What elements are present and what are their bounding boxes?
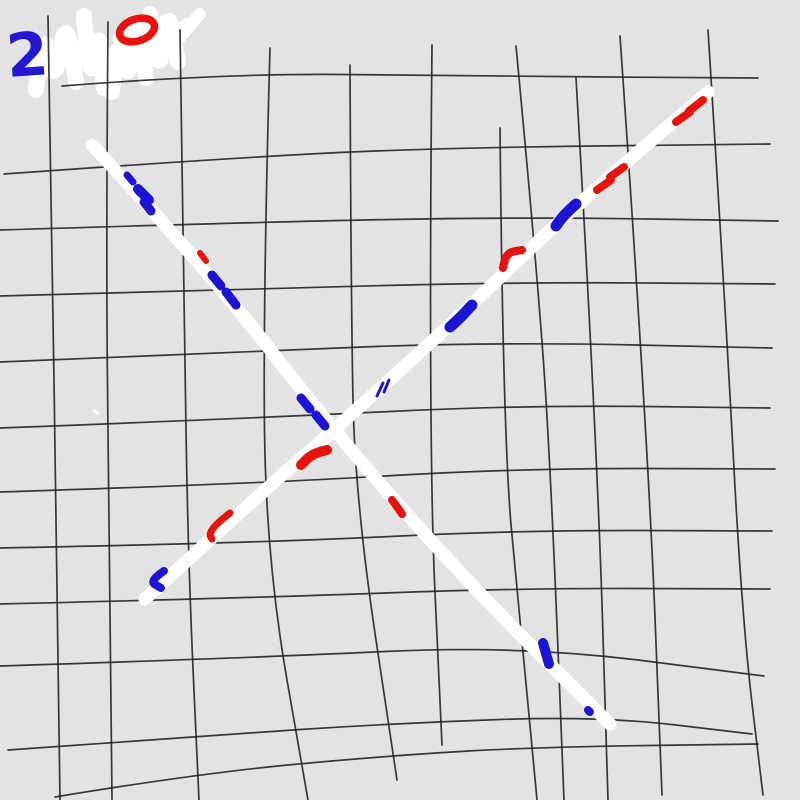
grid-horizontal-line	[61, 73, 759, 87]
grid-horizontal-line	[0, 529, 773, 549]
blue-dash-mark	[123, 171, 137, 186]
grid-vertical-line	[179, 29, 200, 800]
blue-dash-mark	[444, 299, 478, 333]
blue-dash-mark	[382, 378, 391, 394]
blue-dash-mark	[139, 197, 156, 216]
grid-horizontal-line	[0, 342, 773, 363]
zero-doodle	[115, 14, 159, 46]
red-dash-mark	[499, 246, 526, 272]
blue-dash-mark	[296, 393, 315, 414]
grid-vertical-line	[263, 47, 309, 800]
grid-vertical-line	[515, 45, 565, 800]
grid-horizontal-line	[0, 467, 776, 493]
dash-marks-layer	[123, 96, 707, 716]
eraser-scribbles-layer	[28, 6, 206, 415]
grid-vertical-line	[47, 15, 61, 800]
grid-horizontal-line	[54, 743, 759, 798]
grid-horizontal-line	[0, 281, 776, 297]
blue-dash-mark	[538, 638, 554, 669]
blue-dash-mark	[221, 287, 241, 310]
blue-dash-mark	[550, 198, 582, 232]
blue-dash-mark	[207, 270, 226, 291]
grid-lines-layer	[0, 15, 779, 800]
red-dash-mark	[685, 96, 707, 115]
scribble-stroke	[28, 25, 84, 98]
grid-horizontal-line	[0, 648, 765, 677]
grid-horizontal-line	[7, 717, 753, 751]
grid-horizontal-line	[0, 405, 771, 429]
scribble-stroke	[76, 8, 112, 96]
blue-dash-mark	[311, 410, 330, 431]
blue-dash-mark	[133, 184, 154, 205]
blue-dash-mark	[584, 706, 594, 716]
grid-vertical-line	[106, 21, 113, 800]
scribble-stroke	[113, 13, 177, 47]
grid-vertical-line	[619, 35, 663, 796]
red-dash-mark	[206, 509, 234, 543]
blue-dash-mark	[149, 567, 168, 592]
red-dash-mark	[606, 163, 628, 181]
red-dash-mark	[197, 250, 209, 264]
red-dash-mark	[388, 496, 406, 518]
grid-horizontal-line	[0, 217, 779, 231]
descending-line	[85, 138, 617, 731]
red-dash-mark	[296, 445, 332, 470]
grid-vertical-line	[349, 64, 398, 781]
grid-vertical-line	[429, 44, 443, 746]
red-dash-mark	[593, 176, 615, 194]
scribble-stroke	[93, 409, 99, 415]
grid-vertical-line	[707, 29, 764, 796]
blue-dash-mark	[375, 381, 385, 398]
number-label: 2	[4, 19, 51, 92]
